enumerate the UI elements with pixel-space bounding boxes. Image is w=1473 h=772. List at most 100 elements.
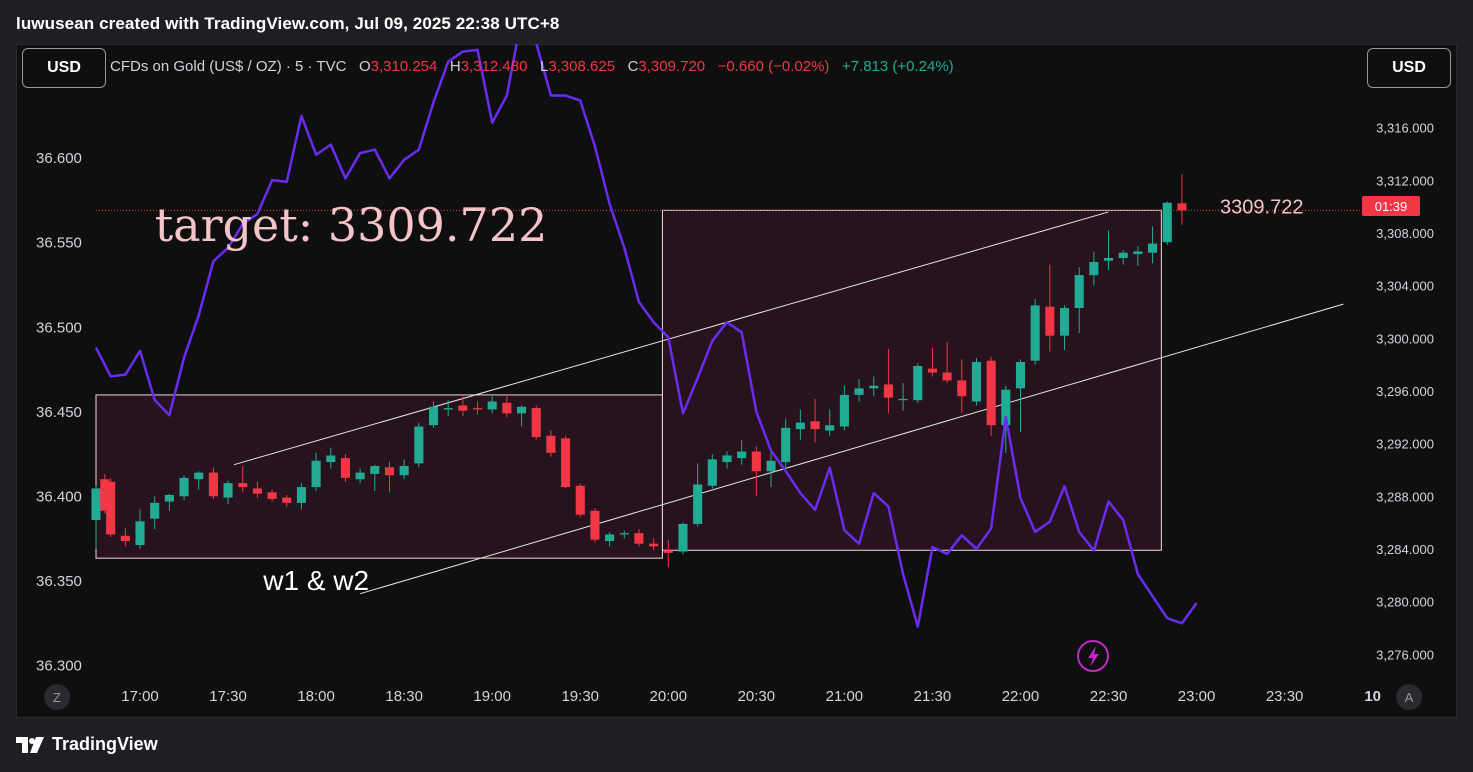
candle-body <box>590 510 600 540</box>
candle-body <box>179 477 189 497</box>
candle <box>722 451 732 469</box>
candle <box>1162 201 1172 245</box>
candle <box>517 405 527 427</box>
candle <box>502 394 512 418</box>
time-axis-tick: 20:30 <box>738 688 776 705</box>
candle <box>986 356 996 436</box>
left-axis-tick: 36.350 <box>36 573 82 590</box>
time-axis: 17:00 17:30 18:00 18:30 19:00 19:30 20:00 20:30… <box>121 688 1381 705</box>
change2-value: +7.813 (+0.24%) <box>841 58 954 75</box>
time-axis-tick: 17:00 <box>121 688 159 705</box>
right-axis-tick: 3,316.000 <box>1376 121 1434 136</box>
candle-body <box>693 484 703 524</box>
candlesticks <box>91 174 1187 568</box>
candle-body <box>810 421 820 430</box>
time-axis-tick: 18:00 <box>297 688 335 705</box>
candle-body <box>839 394 849 427</box>
candle-body <box>751 451 761 472</box>
candle-body <box>546 435 556 453</box>
candle <box>296 483 306 510</box>
candle <box>1045 264 1055 352</box>
candle-body <box>854 388 864 395</box>
time-axis-tick: 22:00 <box>1002 688 1040 705</box>
candle-body <box>150 502 160 519</box>
candle-body <box>223 483 233 498</box>
candle <box>531 405 541 440</box>
auto-scale-left-button[interactable]: Z <box>44 684 70 710</box>
candle <box>546 430 556 457</box>
candle-body <box>575 485 585 515</box>
candle <box>590 508 600 543</box>
right-axis-tick: 3,312.000 <box>1376 173 1434 188</box>
candle <box>1015 359 1026 432</box>
countdown-price-tag: 01:39 <box>1362 196 1420 216</box>
brand-name: TradingView <box>52 734 158 754</box>
candle-body <box>487 401 497 410</box>
candle <box>971 358 982 406</box>
candle <box>825 409 835 436</box>
candle-body <box>370 466 380 474</box>
candle <box>1074 267 1084 334</box>
candle <box>795 409 805 440</box>
candle-body <box>678 523 688 552</box>
time-axis-tick: 22:30 <box>1090 688 1128 705</box>
candle-body <box>1148 243 1158 253</box>
candle-body <box>1177 203 1187 211</box>
candle <box>707 454 717 489</box>
left-axis-tick: 36.300 <box>36 658 82 675</box>
candle <box>957 359 967 414</box>
candle <box>472 401 483 415</box>
candle <box>443 400 453 416</box>
close-value: 3,309.720 <box>638 58 706 75</box>
close-label: C <box>627 58 639 75</box>
time-axis-tick: 18:30 <box>385 688 423 705</box>
candle <box>663 539 673 568</box>
candle <box>91 485 101 549</box>
candle-body <box>707 459 717 486</box>
candle <box>282 494 292 507</box>
candle <box>252 481 262 498</box>
candle <box>927 347 937 377</box>
candle-body <box>458 405 468 411</box>
auto-scale-right-button[interactable]: A <box>1396 684 1422 710</box>
chart-canvas[interactable]: 3,316.000 3,312.000 3,308.000 3,304.000 3,30… <box>16 44 1457 718</box>
candle <box>267 489 277 502</box>
candle-body <box>267 492 277 499</box>
right-axis-tick: 3,300.000 <box>1376 331 1434 346</box>
left-axis-tick: 36.500 <box>36 319 82 336</box>
candle <box>737 439 747 465</box>
candle-body <box>164 494 174 502</box>
candle-body <box>340 458 351 478</box>
left-axis-tick: 36.550 <box>36 235 82 252</box>
candle <box>1118 250 1128 265</box>
candle <box>1089 251 1099 286</box>
time-axis-tick: 21:30 <box>914 688 952 705</box>
symbol-name: CFDs on Gold (US$ / OZ) · 5 · TVC <box>110 58 347 75</box>
candle-body <box>296 487 306 503</box>
candle-body <box>722 455 732 463</box>
left-currency-button[interactable]: USD <box>22 48 106 88</box>
candle-body <box>1089 261 1099 276</box>
right-currency-button[interactable]: USD <box>1367 48 1451 88</box>
candle <box>1103 230 1114 270</box>
time-axis-tick: 19:00 <box>473 688 511 705</box>
candle-body <box>957 380 967 397</box>
candle <box>942 342 952 384</box>
candle <box>384 462 395 493</box>
range-box-1 <box>95 394 663 559</box>
candle-body <box>971 362 982 402</box>
candle <box>326 447 336 469</box>
candle-body <box>135 521 145 545</box>
candle <box>120 527 130 547</box>
candle <box>751 446 761 497</box>
candle-body <box>517 406 527 414</box>
candle-body <box>913 365 923 401</box>
candle-body <box>414 426 424 464</box>
open-value: 3,310.254 <box>370 58 438 75</box>
candle-body <box>472 408 483 410</box>
candle-body <box>1103 258 1114 261</box>
candle <box>869 376 879 397</box>
candle <box>355 468 365 484</box>
lightning-icon[interactable] <box>1077 640 1109 672</box>
candle <box>311 452 321 492</box>
